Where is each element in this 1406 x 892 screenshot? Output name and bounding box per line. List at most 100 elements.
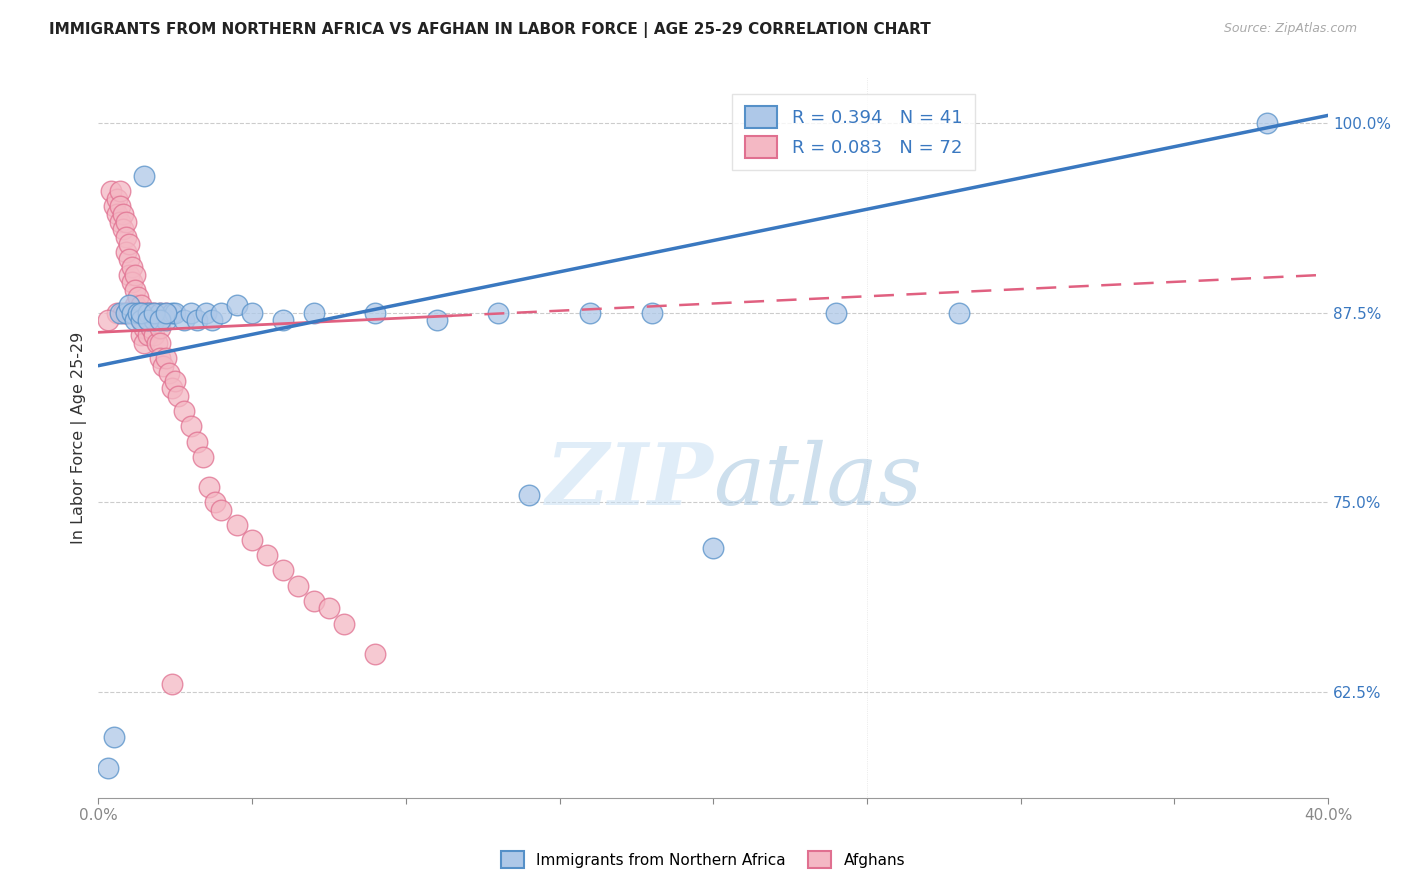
Point [225,298,247,312]
Point [160,381,183,395]
Point [103,199,125,213]
Point [134,305,156,319]
Point [136,313,159,327]
Point [167,389,190,403]
Point [134,169,156,183]
Point [149,335,172,350]
Point [160,305,183,319]
Point [131,298,153,312]
Point [108,199,131,213]
Point [149,320,172,334]
Point [155,313,177,327]
Point [579,305,602,319]
Point [194,305,217,319]
Point [204,495,226,509]
Point [180,419,202,434]
Point [209,503,232,517]
Point [124,283,146,297]
Text: ZIP: ZIP [546,439,713,523]
Point [198,480,221,494]
Text: IMMIGRANTS FROM NORTHERN AFRICA VS AFGHAN IN LABOR FORCE | AGE 25-29 CORRELATION: IMMIGRANTS FROM NORTHERN AFRICA VS AFGHA… [49,22,931,38]
Point [139,305,162,319]
Point [240,305,263,319]
Point [173,313,195,327]
Point [131,313,153,327]
Point [155,305,177,319]
Point [271,564,294,578]
Point [364,305,387,319]
Point [191,450,214,464]
Point [364,647,387,661]
Point [131,305,153,319]
Point [1256,116,1278,130]
Point [155,305,177,319]
Point [115,305,138,319]
Point [948,305,970,319]
Text: Source: ZipAtlas.com: Source: ZipAtlas.com [1223,22,1357,36]
Point [118,237,141,252]
Point [111,207,134,221]
Point [103,731,125,745]
Point [105,305,128,319]
Point [149,351,172,365]
Point [173,404,195,418]
Point [108,305,131,319]
Legend: Immigrants from Northern Africa, Afghans: Immigrants from Northern Africa, Afghans [494,844,912,875]
Point [149,313,172,327]
Point [333,616,356,631]
Point [145,335,167,350]
Point [127,290,149,304]
Point [641,305,664,319]
Point [302,305,325,319]
Point [121,275,143,289]
Point [118,252,141,267]
Point [186,313,208,327]
Point [115,305,138,319]
Text: atlas: atlas [713,440,922,523]
Point [142,305,165,319]
Point [136,313,159,327]
Point [115,214,138,228]
Point [97,761,120,775]
Point [302,594,325,608]
Y-axis label: In Labor Force | Age 25-29: In Labor Force | Age 25-29 [72,332,87,544]
Point [127,305,149,319]
Point [134,335,156,350]
Point [160,677,183,691]
Point [149,305,172,319]
Point [124,298,146,312]
Point [165,374,187,388]
Point [105,192,128,206]
Point [287,579,309,593]
Point [121,305,143,319]
Point [100,184,122,198]
Point [142,305,165,319]
Point [165,305,187,319]
Point [97,313,120,327]
Point [118,298,141,312]
Point [209,305,232,319]
Point [149,305,172,319]
Point [142,313,165,327]
Point [486,305,509,319]
Point [124,313,146,327]
Point [105,207,128,221]
Point [240,533,263,548]
Point [825,305,848,319]
Point [124,268,146,282]
Point [271,313,294,327]
Point [111,222,134,236]
Point [134,320,156,334]
Point [186,434,208,449]
Point [142,313,165,327]
Point [136,305,159,319]
Point [131,328,153,343]
Point [136,328,159,343]
Point [121,260,143,274]
Point [131,313,153,327]
Point [118,305,141,319]
Point [139,320,162,334]
Point [702,541,724,555]
Point [124,305,146,319]
Point [155,351,177,365]
